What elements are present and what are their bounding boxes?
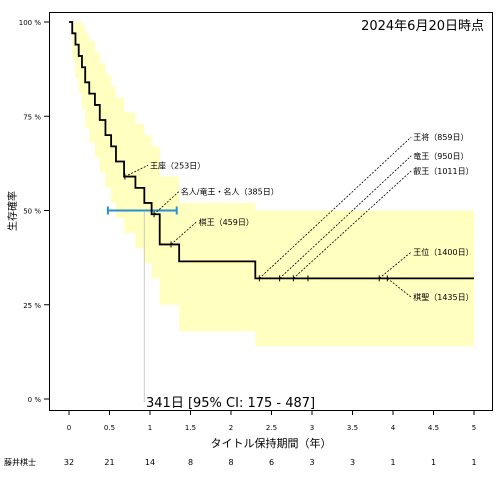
annotation-label: 名人/竜王・名人（385日） [181,187,279,197]
ci-band-segment [72,22,76,60]
annotation-leader [170,221,197,245]
x-tick-label: 2 [229,424,233,432]
annotations: 王座（253日） 名人/竜王・名人（385日） 棋王（459日） 王将（859日） 竜王… [124,132,474,302]
x-tick-label: 3 [310,424,314,432]
survival-curve-layer [69,21,474,280]
annotation-label: 王位（1400日） [413,247,473,257]
chart-title: 2024年6月20日時点 [361,19,484,34]
x-axis-label: タイトル保持期間（年） [211,436,332,450]
axes: 0 0.5 1 1.5 2 2.5 3 3.5 4 4.5 50 %25 %50 %75 %100 … [19,19,477,467]
y-tick-label: 50 % [23,208,41,216]
annotation-leader [279,155,412,279]
ci-band-segment [111,86,116,203]
ci-band-segment [179,202,256,332]
ci-band-segment [85,33,90,128]
y-tick-label: 0 % [28,396,42,404]
ci-band-segment [151,146,160,279]
ci-band-segment [115,97,125,219]
annotation-leader [124,164,149,177]
median-label: 341日 [95% CI: 175 - 487] [146,396,315,411]
risk-table-value: 8 [188,458,193,467]
y-axis-label: 生存確率 [6,191,19,231]
survival-curve [69,21,474,280]
risk-table-value: 1 [431,458,436,467]
annotation-label: 竜王（950日） [413,151,468,161]
ci-band-segment [89,40,95,143]
y-tick-label: 25 % [23,302,41,310]
annotation-leader [259,136,412,279]
ci-band-segment [124,112,136,234]
risk-table-value: 3 [350,458,355,467]
risk-table-value: 1 [471,458,476,467]
ci-band-segment [105,74,112,188]
x-tick-label: 1.5 [185,424,196,432]
x-tick-label: 4.5 [428,424,439,432]
risk-table-label: 藤井棋士 [4,457,36,467]
x-tick-label: 4 [391,424,396,432]
x-tick-label: 3.5 [347,424,358,432]
ci-band-segment [159,176,180,305]
ci-band-segment [75,22,79,79]
risk-table-value: 1 [390,458,395,467]
risk-table-value: 32 [64,458,74,467]
x-tick-label: 1 [148,424,152,432]
ci-band-segment [144,135,152,264]
y-tick-label: 100 % [19,19,42,27]
risk-table-value: 3 [309,458,314,467]
annotation-label: 棋聖（1435日） [413,292,473,302]
x-tick-label: 0.5 [104,424,115,432]
risk-table-value: 14 [145,458,155,467]
risk-table-value: 6 [269,458,274,467]
risk-table-value: 8 [228,458,233,467]
annotation-label: 王座（253日） [150,160,205,170]
median-layer [106,206,178,402]
annotation-label: 棋王（459日） [199,217,254,227]
ci-band-segment [78,22,82,94]
risk-table-value: 21 [104,458,114,467]
annotation-label: 叡王（1011日） [413,166,473,176]
x-tick-label: 2.5 [266,424,277,432]
ci-band-segment [99,63,106,173]
ci-band-segment [135,123,145,249]
x-tick-label: 5 [472,424,476,432]
x-tick-label: 0 [67,424,71,432]
y-tick-label: 75 % [23,113,41,121]
annotation-label: 王将（859日） [413,132,468,142]
annotation-leader [387,278,412,298]
